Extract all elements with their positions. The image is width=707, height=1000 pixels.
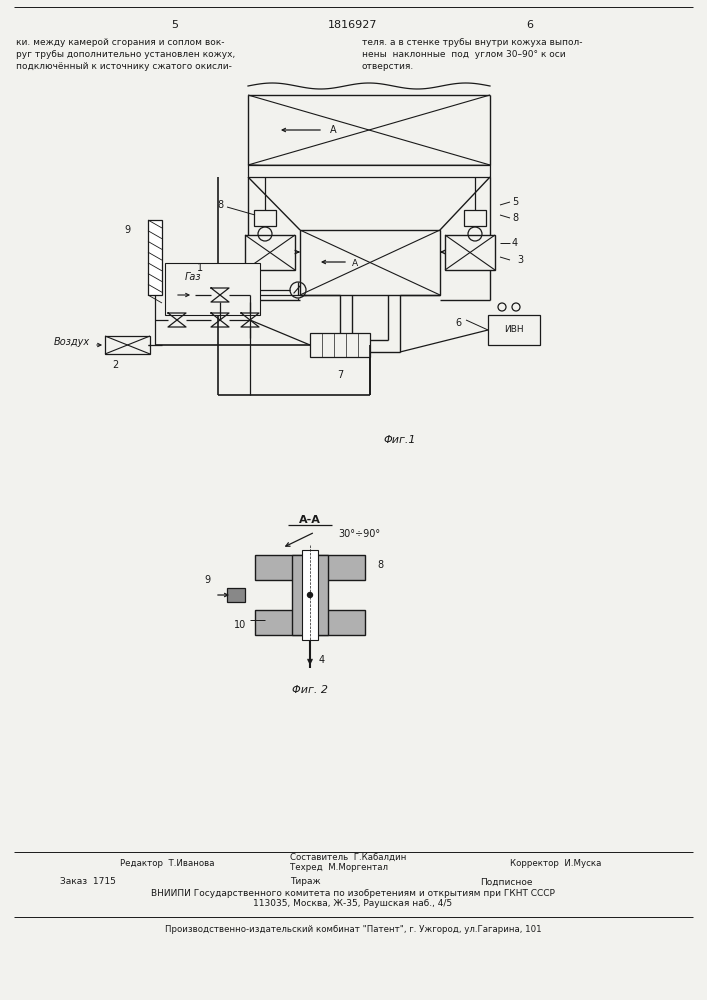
Text: 10: 10 [234, 620, 246, 630]
Text: 5: 5 [172, 20, 178, 30]
Text: ки. между камерой сгорания и соплом вок-
руг трубы дополнительно установлен кожу: ки. между камерой сгорания и соплом вок-… [16, 38, 235, 71]
Circle shape [308, 592, 312, 597]
Text: 2: 2 [112, 360, 118, 370]
Text: 1816927: 1816927 [328, 20, 378, 30]
Text: теля. а в стенке трубы внутри кожуха выпол-
нены  наклонные  под  углом 30–90° к: теля. а в стенке трубы внутри кожуха вып… [362, 38, 583, 71]
Bar [292, 555, 328, 635]
Text: 113035, Москва, Ж-35, Раушская наб., 4/5: 113035, Москва, Ж-35, Раушская наб., 4/5 [253, 900, 452, 908]
Text: 30°÷90°: 30°÷90° [338, 529, 380, 539]
Bar [302, 550, 318, 640]
Text: 8: 8 [512, 213, 518, 223]
Text: 6: 6 [455, 318, 461, 328]
Text: 5: 5 [512, 197, 518, 207]
Bar [227, 588, 245, 602]
Text: А: А [329, 125, 337, 135]
Text: ИВН: ИВН [504, 326, 524, 334]
Bar [255, 610, 365, 635]
Bar [248, 165, 490, 177]
Text: ВНИИПИ Государственного комитета по изобретениям и открытиям при ГКНТ СССР: ВНИИПИ Государственного комитета по изоб… [151, 890, 555, 898]
Bar [300, 230, 440, 295]
Text: Производственно-издательский комбинат "Патент", г. Ужгород, ул.Гагарина, 101: Производственно-издательский комбинат "П… [165, 926, 542, 934]
Text: Составитель  Г.Кабалдин: Составитель Г.Кабалдин [290, 852, 407, 861]
Text: 8: 8 [377, 560, 383, 570]
Bar [488, 315, 540, 345]
Text: Подписное: Подписное [480, 878, 532, 886]
Text: 9: 9 [204, 575, 210, 585]
Text: 4: 4 [512, 238, 518, 248]
Bar [105, 336, 150, 354]
Bar [464, 210, 486, 226]
Bar [245, 235, 295, 270]
Text: Газ: Газ [185, 272, 201, 282]
Text: 3: 3 [517, 255, 523, 265]
Bar [148, 220, 162, 295]
Bar [310, 333, 370, 357]
Text: 6: 6 [527, 20, 534, 30]
Text: 1: 1 [197, 263, 203, 273]
Bar [445, 235, 495, 270]
Text: Заказ  1715: Заказ 1715 [60, 878, 116, 886]
Text: 7: 7 [337, 370, 343, 380]
Text: Φиг.1: Φиг.1 [384, 435, 416, 445]
Bar [254, 210, 276, 226]
Text: Воздух: Воздух [54, 337, 90, 347]
Text: Тираж: Тираж [290, 878, 321, 886]
Text: 4: 4 [319, 655, 325, 665]
Text: 8: 8 [217, 200, 223, 210]
Text: 9: 9 [124, 225, 130, 235]
Bar [255, 555, 365, 580]
Text: Редактор  Т.Иванова: Редактор Т.Иванова [120, 859, 214, 868]
Bar [165, 263, 260, 315]
Text: А: А [352, 259, 358, 268]
Text: Техред  М.Моргентал: Техред М.Моргентал [290, 862, 388, 871]
Text: Корректор  И.Муска: Корректор И.Муска [510, 859, 602, 868]
Text: Φиг. 2: Φиг. 2 [292, 685, 328, 695]
Text: А-А: А-А [299, 515, 321, 525]
